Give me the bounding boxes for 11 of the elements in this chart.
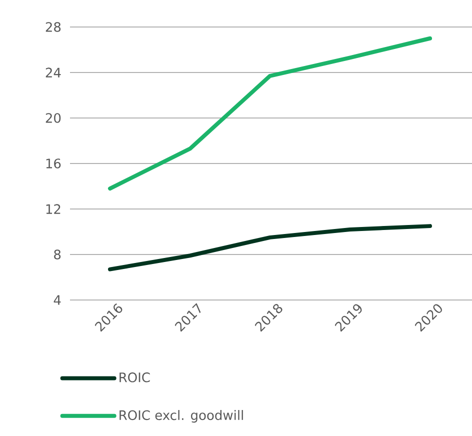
y-tick-label: 20 (46, 113, 61, 123)
line-series (108, 224, 432, 272)
legend-label: ROIC excl. goodwill (120, 410, 243, 423)
y-tick-label: 8 (54, 250, 61, 260)
legend-label: ROIC (120, 372, 150, 382)
y-tick-label: 16 (46, 158, 61, 168)
y-tick-label: 24 (46, 68, 61, 78)
y-tick-label: 4 (54, 295, 61, 305)
line-series (108, 36, 432, 191)
y-tick-label: 28 (46, 22, 61, 32)
y-tick-label: 12 (46, 204, 60, 214)
